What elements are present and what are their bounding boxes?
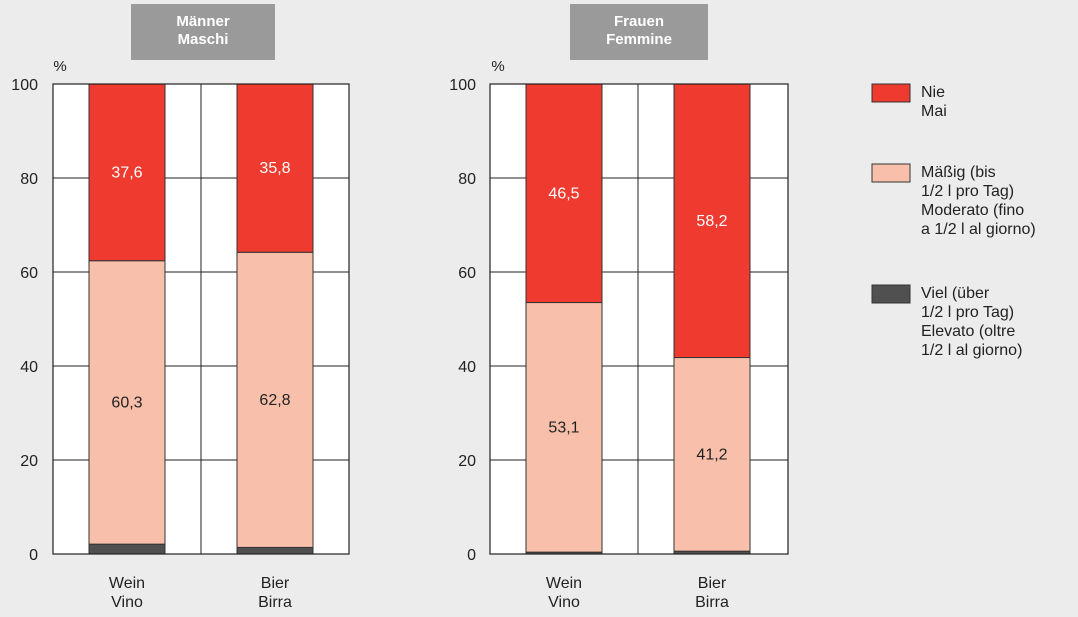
data-label-moderate: 41,2 [696, 446, 727, 463]
category-label: Bier [261, 575, 290, 592]
legend-label-moderate: Moderato (fino [921, 202, 1024, 219]
legend-label-heavy: 1/2 l al giorno) [921, 342, 1022, 359]
legend-swatch-never [871, 83, 911, 103]
chart-panel-women: FrauenFemmine0,453,146,5WeinVino0,641,25… [449, 4, 789, 611]
legend-label-moderate: Mäßig (bis [921, 164, 996, 181]
legend-label-moderate: a 1/2 l al giorno) [921, 221, 1036, 238]
bar-segment-never [525, 83, 603, 304]
legend-label-heavy: Elevato (oltre [921, 323, 1015, 340]
category-label: Birra [258, 594, 292, 611]
data-label-moderate: 62,8 [259, 392, 290, 409]
chart-title-line: Maschi [178, 31, 229, 48]
legend: Nie Mai Mäßig (bis 1/2 l pro Tag) Moderato (… [871, 83, 1036, 359]
y-tick-label: 100 [449, 77, 476, 94]
legend-swatch-heavy [871, 284, 911, 304]
category-label: Wein [109, 575, 145, 592]
legend-label-never: Mai [921, 103, 947, 120]
chart-title-line: Frauen [614, 13, 664, 30]
legend-label-moderate: 1/2 l pro Tag) [921, 183, 1014, 200]
legend-label-never: Nie [921, 84, 945, 101]
y-tick-label: 0 [29, 547, 38, 564]
y-axis-unit: % [53, 58, 66, 75]
y-tick-label: 40 [458, 359, 476, 376]
category-label: Bier [698, 575, 727, 592]
bar-segment-heavy [88, 543, 166, 555]
data-label-never: 46,5 [548, 185, 579, 202]
data-label-moderate: 60,3 [111, 394, 142, 411]
bar-segment-never [673, 83, 751, 359]
legend-label-heavy: 1/2 l pro Tag) [921, 304, 1014, 321]
y-tick-label: 80 [458, 171, 476, 188]
data-label-moderate: 53,1 [548, 419, 579, 436]
y-tick-label: 60 [458, 265, 476, 282]
chart-panel-men: MännerMaschi2,160,337,6WeinVino1,462,835… [11, 4, 350, 611]
y-tick-label: 80 [20, 171, 38, 188]
legend-swatch-moderate [871, 163, 911, 183]
chart-title-line: Männer [176, 13, 230, 30]
plot-frame [489, 83, 789, 555]
bar-segment-moderate [673, 357, 751, 552]
y-tick-label: 20 [458, 453, 476, 470]
data-label-never: 37,6 [111, 164, 142, 181]
bar-segment-moderate [525, 302, 603, 553]
category-label: Wein [546, 575, 582, 592]
y-tick-label: 60 [20, 265, 38, 282]
bar-segment-moderate [236, 251, 314, 548]
y-tick-label: 20 [20, 453, 38, 470]
chart-header-box [570, 4, 708, 60]
category-label: Vino [111, 594, 143, 611]
data-label-never: 58,2 [696, 213, 727, 230]
plot-frame [52, 83, 350, 555]
data-label-never: 35,8 [259, 160, 290, 177]
y-tick-label: 40 [20, 359, 38, 376]
chart-title-line: Femmine [606, 31, 672, 48]
legend-label-heavy: Viel (über [921, 285, 990, 302]
y-tick-label: 100 [11, 77, 38, 94]
bar-segment-never [236, 83, 314, 253]
bar-segment-never [88, 83, 166, 262]
bar-segment-heavy [236, 546, 314, 555]
y-tick-label: 0 [467, 547, 476, 564]
bar-segment-moderate [88, 260, 166, 545]
category-label: Birra [695, 594, 729, 611]
chart-header-box [131, 4, 275, 60]
category-label: Vino [548, 594, 580, 611]
y-axis-unit: % [491, 58, 504, 75]
